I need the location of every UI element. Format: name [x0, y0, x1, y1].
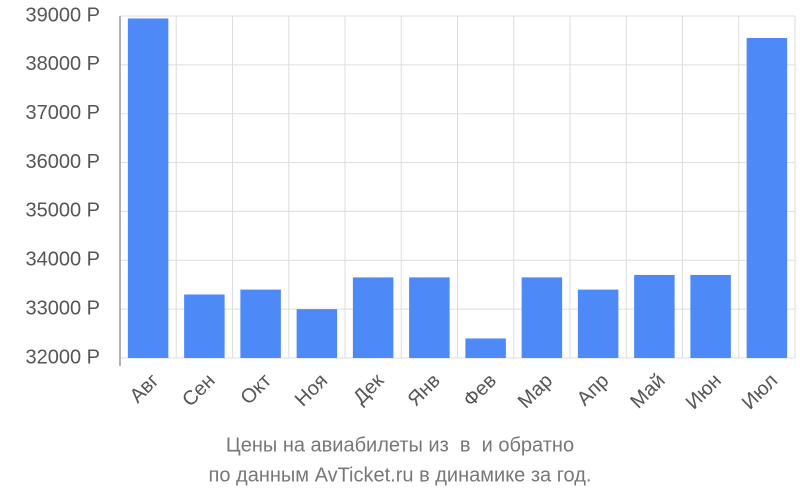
y-tick-label: 39000 Р: [25, 4, 100, 26]
y-tick-label: 33000 Р: [25, 297, 100, 319]
x-tick-label: Июн: [682, 370, 726, 414]
x-tick-label: Мар: [514, 370, 557, 413]
x-tick-label: Фев: [459, 370, 501, 412]
bar: [296, 309, 338, 358]
bar: [690, 274, 731, 358]
bar: [521, 277, 563, 358]
x-tick-label: Сен: [178, 370, 219, 411]
x-tick-label: Ноя: [291, 370, 332, 411]
bar: [746, 37, 788, 358]
bar: [184, 294, 225, 358]
y-tick-label: 32000 Р: [25, 346, 100, 368]
y-tick-label: 37000 Р: [25, 102, 100, 124]
bar: [240, 289, 281, 358]
chart-subtitle: по данным AvTicket.ru в динамике за год.: [209, 464, 592, 486]
bar: [465, 338, 506, 358]
x-tick-label: Май: [626, 370, 669, 413]
x-tick-label: Янв: [404, 370, 445, 411]
bar: [634, 274, 675, 358]
bar: [409, 277, 450, 358]
x-tick-label: Дек: [349, 370, 388, 409]
y-tick-label: 34000 Р: [25, 249, 100, 271]
x-tick-label: Авг: [126, 370, 164, 408]
bar: [352, 277, 394, 358]
bar: [577, 289, 619, 358]
y-tick-label: 35000 Р: [25, 200, 100, 222]
y-tick-label: 36000 Р: [25, 151, 100, 173]
x-tick-label: Окт: [237, 370, 276, 409]
chart-title: Цены на авиабилеты из в и обратно: [226, 434, 574, 456]
bar: [127, 18, 169, 358]
x-tick-label: Июл: [738, 370, 782, 414]
x-tick-label: Апр: [573, 370, 614, 411]
y-tick-label: 38000 Р: [25, 53, 100, 75]
